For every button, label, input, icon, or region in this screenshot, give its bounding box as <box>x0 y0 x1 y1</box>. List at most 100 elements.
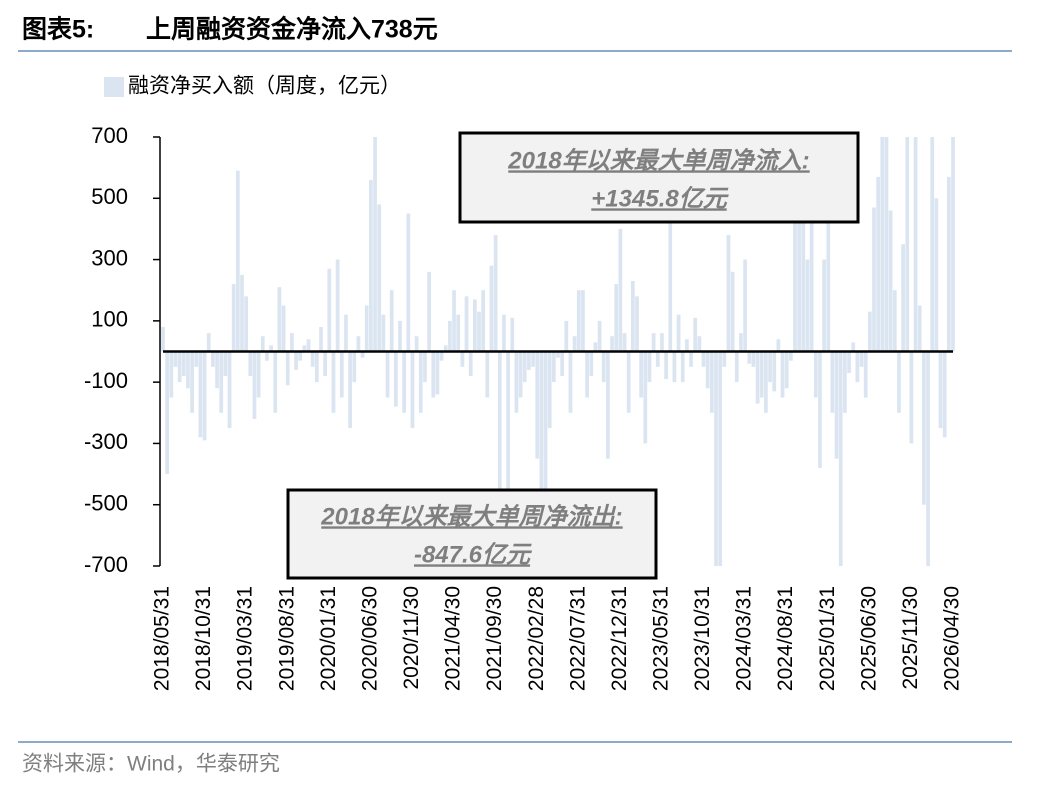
bars <box>161 137 955 566</box>
bar <box>485 351 490 398</box>
bar <box>601 351 606 383</box>
bar <box>930 137 935 352</box>
bar <box>202 351 207 441</box>
bar <box>319 326 323 352</box>
x-tick-label: 2023/10/31 <box>691 586 714 691</box>
legend-swatch <box>104 77 124 97</box>
bar <box>273 351 278 413</box>
bar <box>743 259 747 352</box>
bar <box>618 228 623 352</box>
bar <box>169 351 174 398</box>
y-tick-label: -700 <box>84 552 128 577</box>
bar <box>718 351 723 566</box>
x-tick-label: 2023/05/31 <box>649 586 672 691</box>
bar <box>714 351 718 566</box>
bar <box>177 351 182 383</box>
bar <box>593 342 598 352</box>
bar <box>664 351 668 380</box>
bar <box>685 339 689 352</box>
x-tick-label: 2019/03/31 <box>234 586 257 691</box>
bar <box>331 351 336 413</box>
bar <box>855 351 860 383</box>
bar <box>922 351 926 505</box>
bar <box>793 143 797 352</box>
bar <box>356 336 361 352</box>
x-tick-label: 2022/12/31 <box>608 586 631 691</box>
bar <box>897 351 901 413</box>
bar <box>344 314 348 352</box>
bar <box>510 317 515 352</box>
bar <box>385 351 390 398</box>
y-tick-label: -300 <box>84 429 128 454</box>
bar <box>622 333 627 352</box>
bar <box>265 351 269 361</box>
bar <box>672 351 677 383</box>
bar <box>468 351 473 377</box>
bar <box>668 222 673 352</box>
bar <box>838 351 843 566</box>
bar <box>556 351 560 358</box>
bar <box>701 351 706 367</box>
y-tick-label: 100 <box>91 307 128 332</box>
bar <box>360 351 365 358</box>
bar <box>759 351 764 398</box>
bar <box>859 351 864 367</box>
bar <box>423 351 427 383</box>
bar <box>722 351 727 367</box>
bar <box>905 137 910 352</box>
bar <box>506 351 510 511</box>
bar <box>880 137 885 352</box>
bar <box>211 351 215 367</box>
bar <box>643 351 648 444</box>
bar <box>551 351 556 383</box>
bar <box>531 351 535 367</box>
bar <box>190 351 194 413</box>
annotation-text: 2018年以来最大单周净流入: <box>507 147 809 174</box>
bar <box>443 345 448 352</box>
bar <box>327 268 332 352</box>
bar <box>647 351 652 383</box>
bar <box>481 290 486 352</box>
bar <box>888 210 893 352</box>
legend-label: 融资净买入额（周度，亿元） <box>128 75 401 98</box>
bar <box>456 314 461 352</box>
bar <box>290 333 294 352</box>
bar <box>435 351 440 395</box>
bar <box>734 351 739 383</box>
bar <box>244 296 249 352</box>
bar <box>373 137 377 352</box>
bar <box>348 351 352 429</box>
bar <box>439 351 444 361</box>
bar <box>564 320 569 352</box>
bar <box>518 351 523 398</box>
bar <box>339 351 344 398</box>
bar <box>568 351 573 413</box>
bar <box>198 351 203 438</box>
x-tick-label: 2022/02/28 <box>525 586 548 691</box>
bar <box>867 311 872 352</box>
bar <box>489 265 494 352</box>
bar <box>472 299 477 352</box>
bar <box>788 351 793 361</box>
bar <box>576 290 581 352</box>
bar <box>522 351 527 383</box>
bar <box>173 351 178 367</box>
bar <box>248 351 253 377</box>
bar <box>302 345 307 352</box>
bar <box>493 235 498 352</box>
bar <box>934 198 939 352</box>
bar <box>543 351 548 566</box>
bar <box>938 351 943 429</box>
y-tick-label: 700 <box>91 123 128 148</box>
bar <box>393 351 398 407</box>
bar <box>805 259 810 352</box>
bar <box>335 259 340 352</box>
annotation-box <box>458 131 860 224</box>
bar <box>418 351 423 413</box>
bar <box>822 259 826 352</box>
x-tick-label: 2026/04/30 <box>941 586 964 691</box>
bar <box>227 351 232 429</box>
bar <box>818 351 822 468</box>
bar <box>830 351 835 413</box>
